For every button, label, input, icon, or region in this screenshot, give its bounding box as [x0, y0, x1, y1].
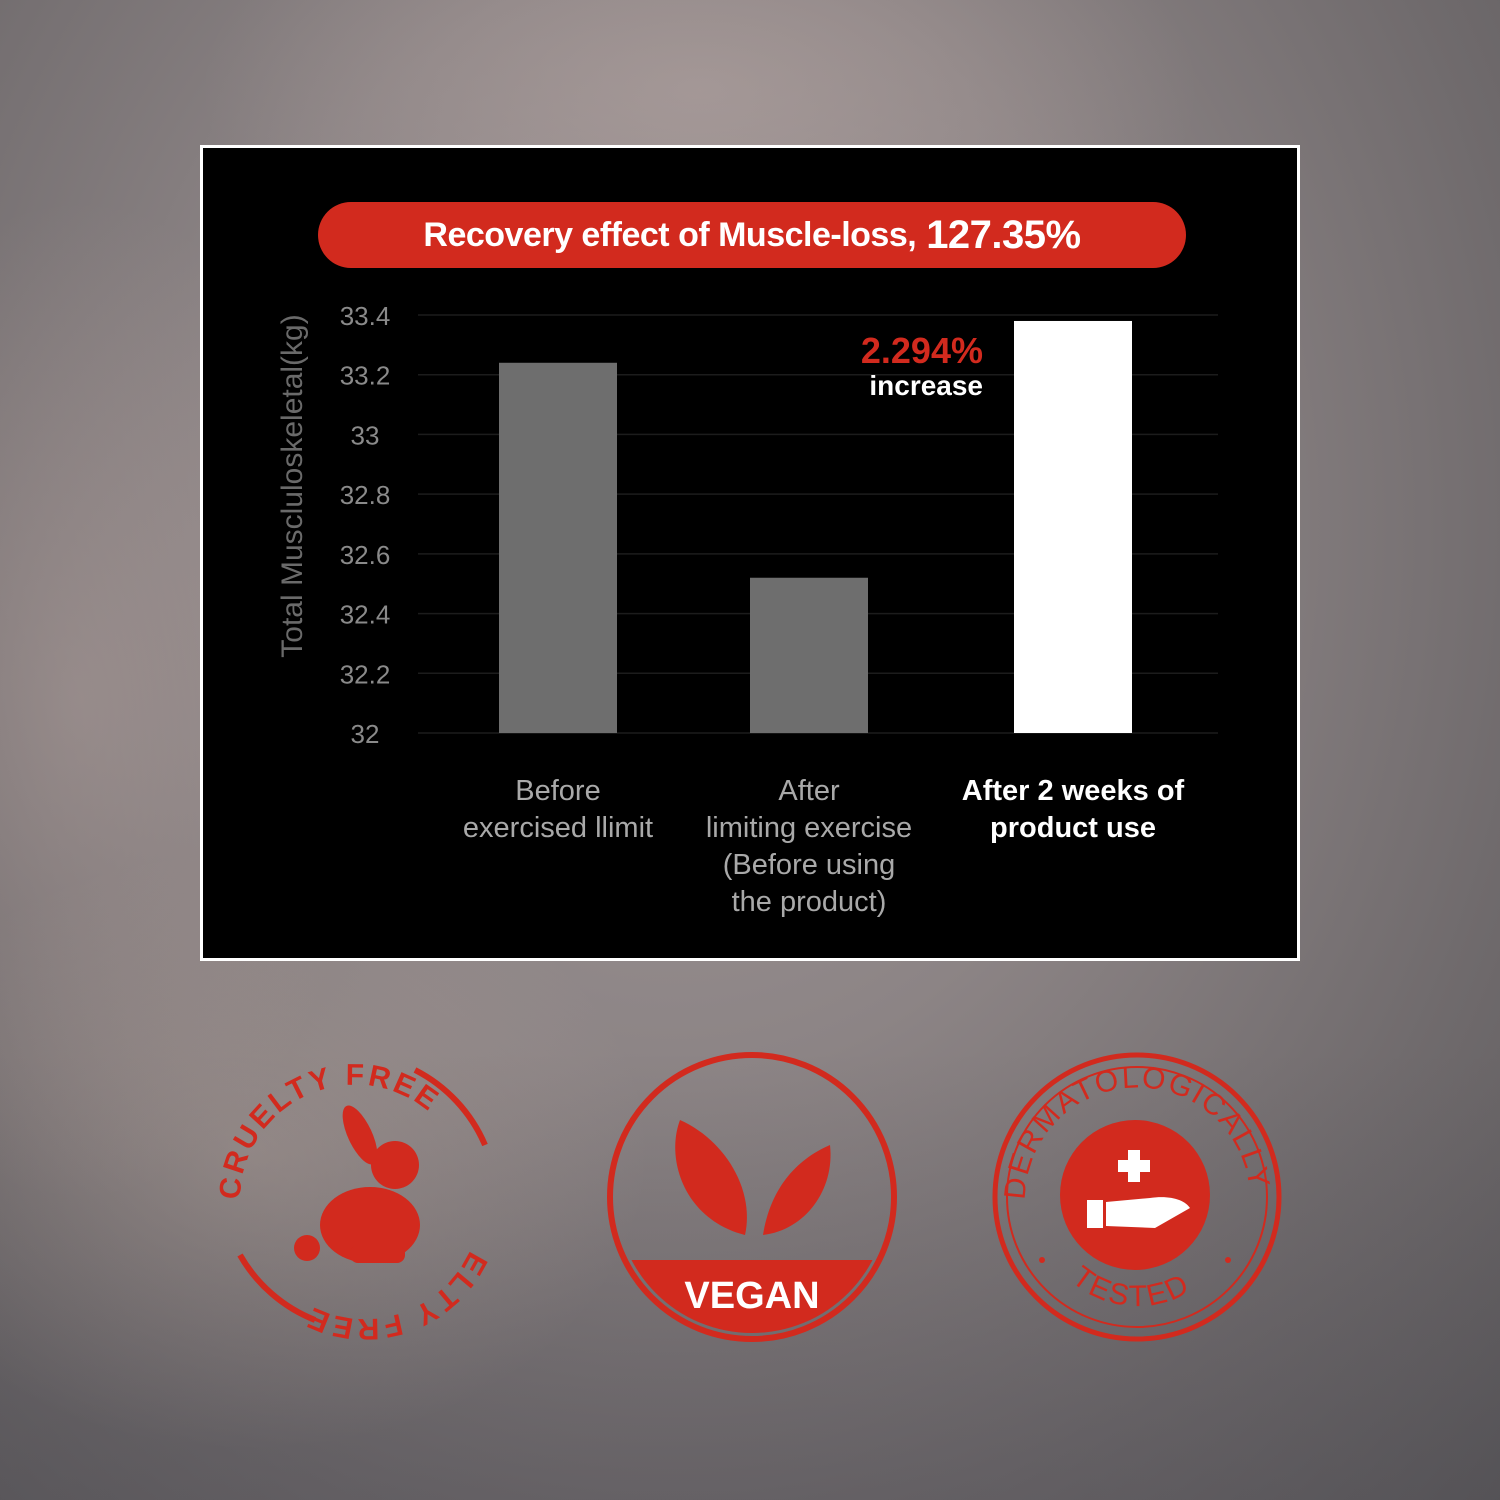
increase-text: increase [869, 370, 983, 401]
y-tick-label: 32 [351, 719, 380, 749]
x-tick-line: Before [515, 775, 601, 807]
y-tick-label: 33.2 [340, 361, 391, 391]
rabbit-icon [294, 1105, 420, 1263]
bar-2 [750, 577, 868, 733]
title-value: 127.35% [926, 212, 1081, 257]
vegan-label: VEGAN [684, 1275, 819, 1317]
arc [413, 1067, 488, 1147]
y-tick-label: 32.2 [340, 659, 391, 689]
dermatologically-tested-badge: DERMATOLOGICALLY TESTED [992, 1052, 1282, 1342]
vegan-badge: VEGAN [607, 1052, 897, 1342]
x-tick-line: the product) [731, 886, 887, 918]
hand-cross-icon [1087, 1150, 1190, 1228]
x-tick-line: limiting exercise [705, 812, 913, 844]
x-tick-label: After limiting exercise (Before using the p… [679, 773, 939, 921]
title-text: Recovery effect of Muscle-loss, [423, 215, 917, 254]
x-tick-label: After 2 weeks of product use [943, 773, 1203, 847]
y-tick-label: 32.6 [340, 540, 391, 570]
x-tick-line: After [778, 775, 840, 807]
x-tick-line: After 2 weeks of [961, 775, 1185, 807]
y-tick-label: 33.4 [340, 301, 391, 331]
bar-3 [1014, 320, 1132, 733]
bar-1 [499, 362, 617, 733]
y-tick-label: 32.8 [340, 480, 391, 510]
x-tick-line: product use [990, 812, 1156, 844]
chart-panel: Recovery effect of Muscle-loss, 127.35% … [200, 145, 1300, 961]
increase-annotation: 2.294% increase [823, 331, 983, 401]
arc [237, 1253, 317, 1323]
bar-chart: 32 32.2 32.4 32.6 32.8 33 33.2 33.4 [340, 301, 1218, 749]
x-tick-line: exercised llimit [462, 812, 654, 844]
x-tick-label: Before exercised llimit [428, 773, 688, 847]
chart-title: Recovery effect of Muscle-loss, 127.35% [318, 202, 1186, 268]
increase-percent: 2.294% [860, 330, 983, 371]
leaves-icon [675, 1120, 831, 1235]
y-tick-label: 33 [351, 420, 380, 450]
cruelty-free-badge: CRUELTY FREE ELTY FREE [213, 1059, 490, 1346]
y-tick-label: 32.4 [340, 600, 391, 630]
x-tick-line: (Before using [722, 849, 896, 881]
